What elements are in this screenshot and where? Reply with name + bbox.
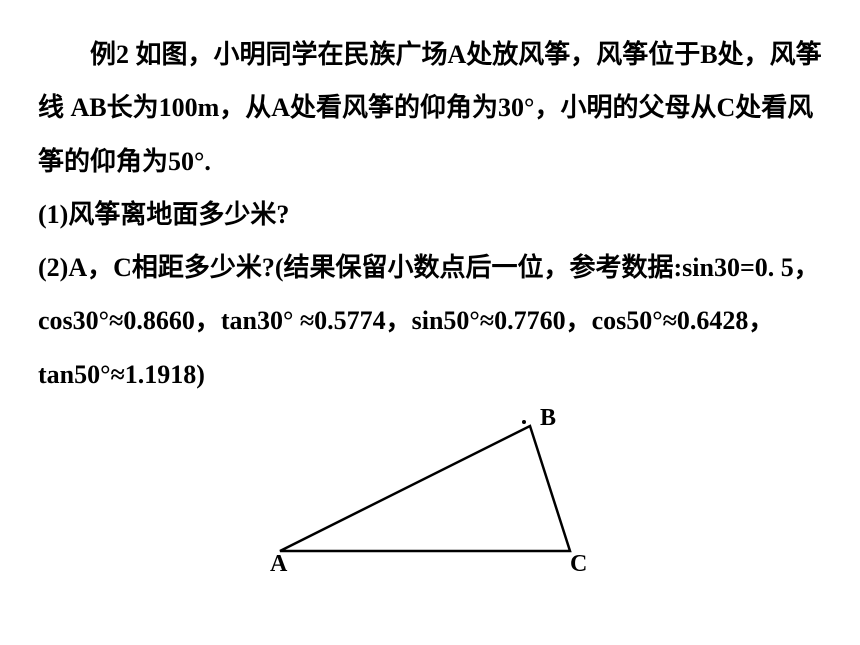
question-1: (1)风筝离地面多少米?: [38, 188, 822, 241]
vertex-label-c: C: [570, 551, 587, 571]
vertex-label-a: A: [270, 551, 288, 571]
problem-intro: 例2 如图，小明同学在民族广场A处放风筝，风筝位于B处，风筝线 AB长为100m…: [38, 28, 822, 188]
question-2: (2)A，C相距多少米?(结果保留小数点后一位，参考数据:sin30=0. 5，…: [38, 241, 822, 401]
problem-text: 例2 如图，小明同学在民族广场A处放风筝，风筝位于B处，风筝线 AB长为100m…: [38, 28, 822, 401]
triangle-path: [280, 426, 570, 551]
triangle-svg: A B C: [240, 401, 620, 571]
point-b-dot: [522, 420, 526, 424]
vertex-label-b: B: [540, 405, 556, 431]
triangle-diagram: A B C: [38, 401, 822, 571]
